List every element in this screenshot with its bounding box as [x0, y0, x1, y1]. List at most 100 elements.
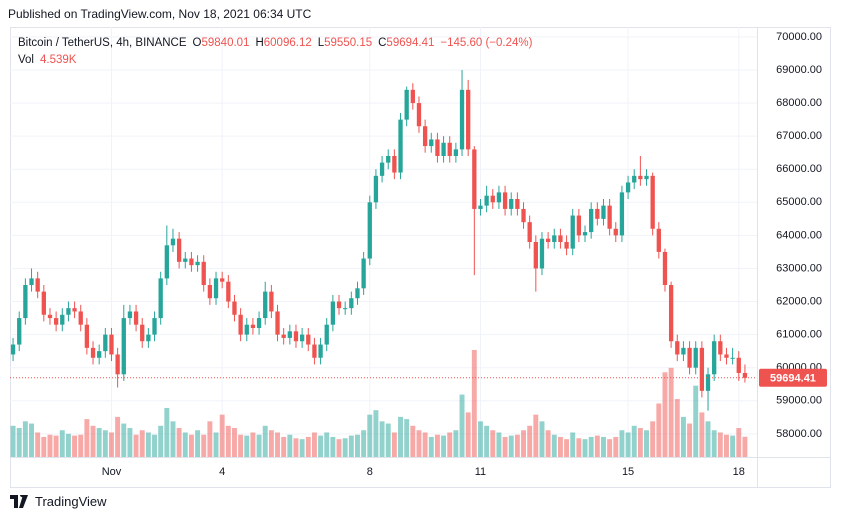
candle-body — [29, 278, 34, 285]
logo-icon — [10, 495, 28, 508]
candles — [10, 70, 757, 411]
volume-bar — [115, 416, 121, 457]
volume-bar — [133, 434, 139, 457]
volume-bar — [564, 439, 570, 457]
open-value: 59840.01 — [201, 37, 250, 49]
candle-body — [41, 291, 46, 315]
candle-body — [355, 288, 360, 299]
volume-bar — [287, 434, 293, 457]
candle-body — [552, 235, 557, 242]
volume-bar — [47, 434, 53, 457]
candle-body — [453, 149, 459, 156]
candle-body — [558, 235, 563, 242]
volume-bar — [674, 399, 680, 457]
candle-body — [564, 242, 569, 249]
vol-value: 4.539K — [40, 54, 77, 66]
candle-body — [299, 334, 305, 342]
candle-body — [312, 344, 317, 358]
y-tick-label: 62000.00 — [776, 295, 822, 307]
volume-bar — [244, 435, 250, 457]
volume-bar — [521, 430, 526, 457]
candle-body — [256, 318, 262, 328]
candle-body — [238, 314, 243, 335]
volume-bar — [379, 421, 385, 457]
candle-body — [269, 291, 274, 312]
candle-body — [281, 334, 286, 338]
candle-body — [195, 261, 200, 266]
candle-body — [472, 149, 477, 209]
volume-bar — [158, 425, 164, 457]
candle-body — [78, 311, 83, 325]
volume-bar — [508, 435, 514, 457]
candle-body — [668, 285, 674, 342]
legend-volume-row: Vol 4.539K — [18, 52, 532, 69]
volume-bar — [41, 436, 47, 457]
volume-bar — [736, 428, 742, 457]
volume-bar — [687, 423, 693, 457]
volume-bar — [594, 435, 600, 457]
volume-bar — [613, 436, 619, 457]
volume-bar — [268, 430, 274, 457]
candle-body — [35, 278, 40, 292]
candle-body — [681, 347, 686, 355]
low-key: L — [317, 37, 325, 49]
volume-bar — [656, 403, 662, 457]
x-tick-label: Nov — [102, 466, 122, 478]
candle-body — [404, 89, 409, 120]
volume-bar — [693, 385, 699, 457]
volume-bar — [533, 414, 539, 457]
volume-pane — [10, 350, 748, 457]
volume-bar — [631, 425, 637, 457]
axes: 58000.0059000.0060000.0061000.0062000.00… — [102, 31, 827, 478]
volume-bar — [699, 412, 705, 457]
volume-bar — [724, 434, 729, 457]
candle-body — [324, 324, 329, 345]
low-value: 59550.15 — [324, 37, 373, 49]
candle-body — [152, 318, 157, 335]
candle-body — [601, 205, 606, 219]
candle-body — [23, 285, 28, 319]
candle-body — [447, 142, 452, 156]
volume-bar — [717, 432, 723, 457]
volume-bar — [145, 432, 151, 457]
volume-bar — [53, 435, 59, 457]
volume-bar — [22, 421, 28, 457]
volume-bar — [152, 434, 157, 457]
last-price-label: 59694.41 — [770, 373, 816, 385]
candle-body — [103, 334, 108, 352]
volume-bar — [213, 432, 219, 457]
volume-bar — [195, 430, 201, 457]
candle-body — [650, 175, 655, 229]
candle-body — [121, 318, 126, 375]
x-tick-label: 15 — [622, 466, 634, 478]
volume-bar — [410, 425, 416, 457]
candle-body — [589, 208, 594, 233]
candle-body — [275, 311, 280, 335]
candle-body — [140, 324, 145, 342]
candle-body — [509, 199, 514, 209]
x-tick-label: 11 — [475, 466, 486, 478]
volume-bar — [662, 372, 668, 457]
volume-bar — [35, 432, 41, 457]
candle-body — [367, 202, 372, 259]
candle-body — [613, 228, 618, 236]
candle-body — [10, 344, 16, 355]
candle-body — [72, 308, 77, 312]
volume-bar — [601, 436, 606, 457]
volume-bar — [637, 428, 643, 457]
volume-bar — [416, 430, 422, 457]
legend-price-row: Bitcoin / TetherUS, 4h, BINANCE O 59840.0… — [18, 35, 532, 52]
change-value: −145.60 (−0.24%) — [440, 37, 533, 49]
volume-bar — [361, 430, 367, 457]
open-key: O — [192, 37, 202, 49]
candle-body — [201, 261, 206, 285]
volume-bar — [441, 435, 447, 457]
symbol: Bitcoin / TetherUS, 4h, BINANCE — [18, 37, 187, 49]
volume-bar — [527, 425, 533, 457]
volume-bar — [275, 432, 280, 457]
volume-bar — [557, 436, 563, 457]
volume-bar — [570, 432, 576, 457]
volume-bar — [398, 416, 403, 457]
volume-bar — [305, 436, 311, 457]
